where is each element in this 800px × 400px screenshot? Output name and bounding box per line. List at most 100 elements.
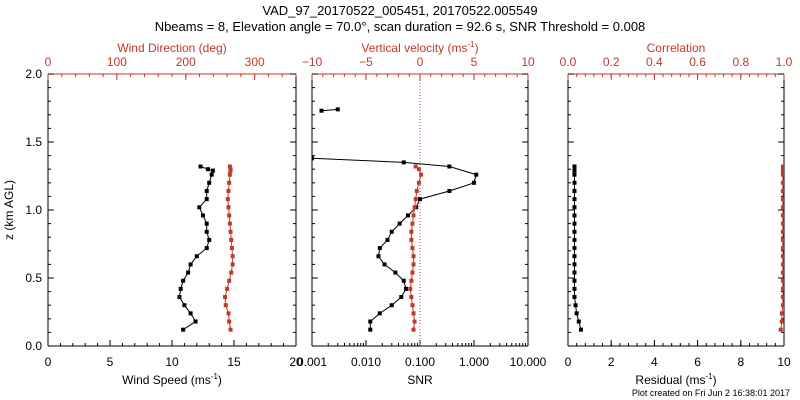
data-point-left-top bbox=[226, 311, 231, 316]
data-point-left-top bbox=[225, 286, 230, 291]
data-point-middle-top bbox=[416, 180, 421, 185]
top-tick-label-right: 0.4 bbox=[646, 55, 663, 69]
data-point-left-bottom bbox=[205, 167, 210, 172]
top-axis-label-middle: Vertical velocity (ms-1) bbox=[361, 40, 478, 55]
data-point-right-top bbox=[780, 295, 784, 300]
data-point-right-bottom bbox=[578, 327, 583, 332]
plot-created-note: Plot created on Fri Jun 2 16:38:01 2017 bbox=[632, 388, 790, 398]
data-point-right-top bbox=[780, 221, 784, 226]
x-tick-label-middle: 0.100 bbox=[405, 355, 435, 369]
x-tick-label-left: 10 bbox=[165, 355, 179, 369]
y-tick-label: 0.5 bbox=[25, 271, 42, 285]
data-point-right-bottom bbox=[573, 303, 578, 308]
data-point-left-bottom bbox=[207, 180, 212, 185]
x-axis-label-middle-text: SNR bbox=[407, 373, 433, 387]
data-point-middle-top bbox=[413, 164, 418, 169]
data-point-left-bottom bbox=[177, 295, 182, 300]
data-point-left-top bbox=[228, 327, 233, 332]
data-point-middle-bottom bbox=[389, 229, 394, 234]
data-point-left-bottom bbox=[207, 237, 212, 242]
data-point-right-bottom bbox=[574, 311, 579, 316]
data-point-left-top bbox=[227, 319, 232, 324]
x-axis-label-left-sup: -1 bbox=[211, 372, 219, 381]
y-axis-label: z (km AGL) bbox=[2, 180, 16, 240]
data-point-left-top bbox=[223, 295, 228, 300]
x-axis-label-right-text: Residual (ms bbox=[635, 373, 705, 387]
x-tick-label-left: 20 bbox=[289, 355, 303, 369]
data-point-middle-bottom bbox=[335, 107, 340, 112]
top-axis-label-right-text: Correlation bbox=[647, 41, 706, 55]
data-point-middle-bottom bbox=[472, 180, 476, 185]
data-point-right-bottom bbox=[572, 237, 577, 242]
top-tick-label-left: 0 bbox=[45, 55, 52, 69]
data-point-middle-top bbox=[410, 221, 415, 226]
top-axis-label-middle-close: ) bbox=[475, 41, 479, 55]
top-tick-label-middle: 0 bbox=[417, 55, 424, 69]
data-point-left-bottom bbox=[197, 205, 202, 210]
top-tick-label-middle: −10 bbox=[302, 55, 323, 69]
x-axis-label-right-close: ) bbox=[713, 373, 717, 387]
data-point-right-bottom bbox=[572, 213, 577, 218]
top-axis-label-middle-sup: -1 bbox=[467, 40, 475, 49]
data-point-right-top bbox=[780, 168, 784, 173]
data-point-left-top bbox=[228, 167, 233, 172]
data-point-middle-top bbox=[411, 213, 416, 218]
data-point-middle-bottom bbox=[447, 164, 452, 169]
data-point-right-bottom bbox=[572, 295, 577, 300]
top-tick-label-right: 1.0 bbox=[776, 55, 793, 69]
data-point-right-top bbox=[780, 278, 784, 283]
data-point-middle-top bbox=[412, 319, 417, 324]
data-point-middle-top bbox=[410, 303, 415, 308]
data-point-right-bottom bbox=[572, 168, 577, 173]
series-middle-top bbox=[408, 164, 424, 332]
series-line-middle-bottom bbox=[312, 108, 477, 330]
top-axis-label-middle-text: Vertical velocity (ms bbox=[361, 41, 467, 55]
data-point-right-top bbox=[779, 311, 784, 316]
top-tick-label-right: 0.8 bbox=[732, 55, 749, 69]
top-axis-label-left-text: Wind Direction (deg) bbox=[117, 41, 226, 55]
data-point-left-bottom bbox=[210, 168, 215, 173]
data-point-left-bottom bbox=[204, 221, 209, 226]
data-point-left-top bbox=[227, 180, 232, 185]
x-tick-label-left: 15 bbox=[227, 355, 241, 369]
data-point-left-bottom bbox=[178, 286, 183, 291]
data-point-middle-bottom bbox=[397, 221, 402, 226]
x-tick-label-right: 10 bbox=[777, 355, 791, 369]
data-point-right-top bbox=[780, 229, 784, 234]
data-point-left-bottom bbox=[188, 311, 193, 316]
top-tick-label-left: 300 bbox=[245, 55, 265, 69]
x-tick-label-right: 4 bbox=[651, 355, 658, 369]
data-point-left-bottom bbox=[204, 229, 209, 234]
data-point-middle-bottom bbox=[399, 295, 404, 300]
series-middle-bottom bbox=[312, 107, 479, 332]
data-point-middle-bottom bbox=[401, 160, 406, 165]
data-point-left-top bbox=[227, 221, 232, 226]
data-point-middle-bottom bbox=[474, 172, 479, 177]
data-point-middle-top bbox=[409, 237, 414, 242]
x-axis-label-left: Wind Speed (ms-1) bbox=[122, 372, 222, 387]
series-line-middle-top bbox=[409, 166, 422, 330]
data-point-middle-top bbox=[413, 197, 418, 202]
data-point-left-bottom bbox=[204, 188, 209, 193]
data-point-left-bottom bbox=[204, 246, 209, 251]
data-point-right-top bbox=[780, 303, 784, 308]
data-point-middle-top bbox=[414, 188, 419, 193]
data-point-right-top bbox=[780, 205, 784, 210]
y-tick-label: 1.5 bbox=[25, 135, 42, 149]
data-point-middle-top bbox=[409, 278, 414, 283]
data-point-left-top bbox=[225, 197, 230, 202]
top-tick-label-left: 100 bbox=[107, 55, 127, 69]
data-point-right-bottom bbox=[572, 254, 577, 259]
data-point-right-top bbox=[780, 237, 784, 242]
data-point-right-top bbox=[780, 270, 784, 275]
series-line-right-bottom bbox=[574, 166, 582, 330]
data-point-middle-bottom bbox=[312, 156, 314, 161]
x-tick-label-middle: 1.000 bbox=[459, 355, 489, 369]
data-point-middle-bottom bbox=[377, 311, 382, 316]
data-point-left-bottom bbox=[186, 270, 191, 275]
data-point-right-top bbox=[778, 327, 783, 332]
data-point-left-top bbox=[230, 262, 235, 267]
x-tick-label-right: 6 bbox=[694, 355, 701, 369]
data-point-left-bottom bbox=[193, 319, 198, 324]
